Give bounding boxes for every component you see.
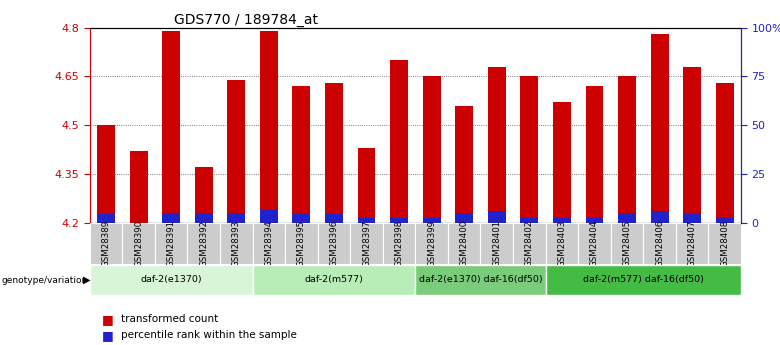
- Text: percentile rank within the sample: percentile rank within the sample: [121, 331, 296, 340]
- Bar: [513, 223, 545, 264]
- Bar: [675, 223, 708, 264]
- Bar: [383, 223, 415, 264]
- Bar: [683, 67, 701, 223]
- Bar: [683, 214, 701, 223]
- Bar: [423, 76, 441, 223]
- Bar: [187, 223, 220, 264]
- Bar: [90, 265, 253, 295]
- Bar: [162, 213, 180, 223]
- Bar: [253, 223, 285, 264]
- Text: GDS770 / 189784_at: GDS770 / 189784_at: [175, 12, 318, 27]
- Text: ■: ■: [101, 329, 113, 342]
- Bar: [618, 213, 636, 223]
- Bar: [325, 83, 343, 223]
- Text: GSM28404: GSM28404: [590, 220, 599, 267]
- Bar: [154, 223, 187, 264]
- Text: GSM28399: GSM28399: [427, 220, 436, 267]
- Bar: [716, 83, 734, 223]
- Bar: [716, 218, 734, 223]
- Bar: [651, 34, 668, 223]
- Text: GSM28400: GSM28400: [459, 220, 469, 267]
- Bar: [390, 60, 408, 223]
- Text: GSM28392: GSM28392: [199, 220, 208, 267]
- Bar: [618, 76, 636, 223]
- Bar: [325, 214, 343, 223]
- Bar: [448, 223, 480, 264]
- Text: GSM28396: GSM28396: [329, 220, 339, 267]
- Bar: [423, 218, 441, 223]
- Bar: [611, 223, 644, 264]
- Bar: [553, 218, 571, 223]
- Bar: [97, 214, 115, 223]
- Bar: [357, 148, 375, 223]
- Bar: [253, 265, 415, 295]
- Text: GSM28398: GSM28398: [395, 220, 403, 267]
- Bar: [644, 223, 675, 264]
- Bar: [520, 218, 538, 223]
- Text: daf-2(m577) daf-16(df50): daf-2(m577) daf-16(df50): [583, 275, 704, 284]
- Text: GSM28403: GSM28403: [558, 220, 566, 267]
- Bar: [350, 223, 383, 264]
- Bar: [578, 223, 611, 264]
- Bar: [488, 211, 505, 223]
- Bar: [390, 218, 408, 223]
- Text: GSM28393: GSM28393: [232, 220, 241, 267]
- Bar: [162, 31, 180, 223]
- Bar: [651, 211, 668, 223]
- Bar: [292, 86, 310, 223]
- Bar: [97, 125, 115, 223]
- Bar: [195, 213, 213, 223]
- Bar: [586, 86, 604, 223]
- Bar: [90, 223, 122, 264]
- Bar: [227, 213, 245, 223]
- Bar: [456, 213, 473, 223]
- Text: ■: ■: [101, 313, 113, 326]
- Bar: [456, 106, 473, 223]
- Text: GSM28402: GSM28402: [525, 220, 534, 267]
- Bar: [195, 167, 213, 223]
- Bar: [586, 218, 604, 223]
- Text: GSM28391: GSM28391: [167, 220, 176, 267]
- Text: GSM28406: GSM28406: [655, 220, 664, 267]
- Text: genotype/variation: genotype/variation: [2, 276, 88, 285]
- Bar: [553, 102, 571, 223]
- Bar: [520, 76, 538, 223]
- Text: GSM28394: GSM28394: [264, 220, 273, 267]
- Text: GSM28395: GSM28395: [297, 220, 306, 267]
- Bar: [260, 209, 278, 223]
- Bar: [285, 223, 317, 264]
- Bar: [415, 223, 448, 264]
- Bar: [227, 80, 245, 223]
- Text: ▶: ▶: [83, 275, 91, 285]
- Bar: [480, 223, 513, 264]
- Text: GSM28390: GSM28390: [134, 220, 143, 267]
- Bar: [122, 223, 154, 264]
- Text: daf-2(e1370): daf-2(e1370): [140, 275, 202, 284]
- Bar: [415, 265, 545, 295]
- Text: GSM28389: GSM28389: [101, 220, 111, 267]
- Bar: [488, 67, 505, 223]
- Text: transformed count: transformed count: [121, 314, 218, 324]
- Bar: [708, 223, 741, 264]
- Text: GSM28408: GSM28408: [720, 220, 729, 267]
- Text: daf-2(e1370) daf-16(df50): daf-2(e1370) daf-16(df50): [419, 275, 542, 284]
- Bar: [129, 151, 147, 223]
- Bar: [545, 223, 578, 264]
- Bar: [317, 223, 350, 264]
- Bar: [220, 223, 253, 264]
- Text: GSM28401: GSM28401: [492, 220, 502, 267]
- Text: GSM28407: GSM28407: [688, 220, 697, 267]
- Bar: [546, 265, 741, 295]
- Text: GSM28405: GSM28405: [622, 220, 632, 267]
- Bar: [260, 31, 278, 223]
- Text: GSM28397: GSM28397: [362, 220, 371, 267]
- Bar: [357, 218, 375, 223]
- Text: daf-2(m577): daf-2(m577): [304, 275, 363, 284]
- Bar: [292, 214, 310, 223]
